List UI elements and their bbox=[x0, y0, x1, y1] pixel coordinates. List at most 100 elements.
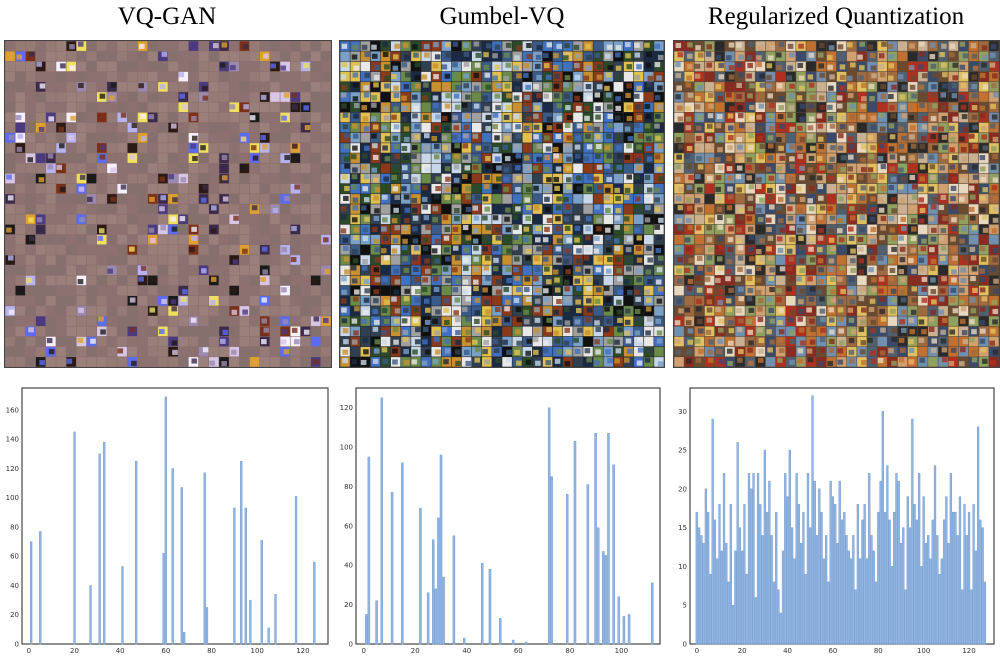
y-tick: 100 bbox=[340, 444, 353, 452]
histogram-bar bbox=[607, 433, 610, 645]
histogram-bar bbox=[722, 473, 726, 645]
usage-histogram-vqgan: 0 20 40 60 80 100 120 0 20 40 60 80 100 120 140 160 bbox=[6, 386, 330, 656]
x-tick: 100 bbox=[917, 647, 930, 655]
histogram-bar bbox=[182, 632, 186, 645]
histogram-bar bbox=[883, 511, 887, 645]
histogram-bar bbox=[462, 637, 466, 645]
histogram-bar bbox=[770, 535, 773, 645]
y-tick: 60 bbox=[344, 522, 353, 530]
codebook-mosaic-gumbel-vq bbox=[339, 40, 665, 368]
histogram-bar bbox=[938, 573, 941, 645]
histogram-svg: 0 20 40 60 80 100 120 0 5 10 15 20 25 30 bbox=[678, 387, 995, 655]
histogram-bar bbox=[936, 535, 939, 645]
histogram-bar bbox=[942, 519, 946, 645]
histogram-bar bbox=[888, 519, 891, 645]
histogram-bar bbox=[367, 456, 371, 645]
histogram-bar bbox=[929, 558, 932, 645]
histogram-bar bbox=[845, 535, 848, 645]
histogram-bar bbox=[747, 473, 751, 645]
histogram-bar bbox=[390, 492, 394, 645]
x-tick: 20 bbox=[411, 647, 420, 655]
histogram-bar bbox=[931, 519, 934, 645]
x-tick: 20 bbox=[738, 647, 747, 655]
histogram-bar bbox=[915, 519, 918, 645]
histogram-bar bbox=[854, 589, 857, 645]
histogram-bar bbox=[779, 612, 782, 645]
histogram-bar bbox=[596, 527, 600, 645]
histogram-bar bbox=[267, 627, 270, 645]
histogram-bar bbox=[795, 473, 798, 645]
histogram-bar bbox=[949, 473, 953, 645]
histogram-bar bbox=[970, 589, 973, 645]
histogram-bar bbox=[720, 550, 723, 645]
histogram-bar bbox=[824, 535, 828, 645]
histogram-bar bbox=[135, 460, 138, 645]
histogram-bar bbox=[704, 488, 708, 645]
codebook-mosaic-image bbox=[674, 41, 999, 367]
histogram-bar bbox=[729, 504, 732, 645]
histogram-bar bbox=[375, 600, 378, 645]
x-tick: 80 bbox=[565, 647, 574, 655]
histogram-bar bbox=[725, 542, 728, 645]
histogram-bar bbox=[39, 531, 42, 645]
y-tick: 40 bbox=[344, 562, 353, 570]
x-tick: 120 bbox=[296, 647, 309, 655]
histogram-bar bbox=[759, 504, 762, 645]
histogram-bar bbox=[718, 504, 721, 645]
histogram-bar bbox=[800, 542, 803, 645]
codebook-mosaic-image bbox=[340, 41, 664, 367]
histogram-bar bbox=[981, 527, 984, 645]
y-tick: 0 bbox=[15, 641, 19, 649]
histogram-bar bbox=[920, 566, 923, 645]
x-tick: 120 bbox=[962, 647, 975, 655]
histogram-bar bbox=[524, 641, 528, 645]
histogram-bar bbox=[565, 494, 569, 645]
x-tick: 40 bbox=[462, 647, 471, 655]
x-tick: 100 bbox=[251, 647, 264, 655]
y-tick: 40 bbox=[10, 582, 19, 590]
histogram-bar bbox=[768, 480, 771, 645]
histogram-bar bbox=[886, 465, 889, 645]
histogram-bar bbox=[426, 592, 430, 645]
codebook-mosaic-image bbox=[5, 41, 331, 367]
histogram-bar bbox=[865, 558, 869, 645]
histogram-bar bbox=[893, 511, 896, 645]
histogram-bar bbox=[788, 449, 791, 645]
x-tick: 20 bbox=[70, 647, 79, 655]
panel-title-vqgan: VQ-GAN bbox=[117, 3, 217, 30]
x-tick: 60 bbox=[161, 647, 170, 655]
histogram-bar bbox=[924, 542, 928, 645]
histogram-bar bbox=[511, 639, 515, 645]
histogram-bar bbox=[741, 550, 744, 645]
y-tick: 160 bbox=[6, 406, 19, 414]
histogram-bar bbox=[697, 527, 701, 645]
histogram-bar bbox=[897, 480, 900, 645]
histogram-bar bbox=[786, 496, 789, 645]
histogram-bar bbox=[700, 535, 703, 645]
histogram-bar bbox=[594, 433, 597, 645]
x-tick: 40 bbox=[116, 647, 125, 655]
histogram-bar bbox=[707, 511, 710, 645]
histogram-bar bbox=[945, 496, 948, 645]
y-tick: 0 bbox=[683, 641, 687, 649]
histogram-bar bbox=[434, 588, 438, 645]
histogram-bar bbox=[499, 618, 502, 645]
codebook-mosaic-vqgan bbox=[4, 40, 332, 368]
histogram-bar bbox=[809, 527, 812, 645]
histogram-bar bbox=[974, 550, 977, 645]
histogram-bar bbox=[902, 527, 905, 645]
histogram-bar bbox=[911, 418, 914, 645]
histogram-bar bbox=[738, 527, 742, 645]
histogram-bar bbox=[604, 555, 608, 645]
histogram-bar bbox=[895, 473, 898, 645]
histogram-bar bbox=[834, 504, 837, 645]
histogram-bar bbox=[922, 496, 925, 645]
histogram-bar bbox=[933, 465, 937, 645]
histogram-bar bbox=[617, 596, 621, 645]
y-tick: 120 bbox=[6, 465, 19, 473]
histogram-bar bbox=[432, 539, 435, 645]
x-tick: 100 bbox=[615, 647, 628, 655]
histogram-bar bbox=[802, 511, 805, 645]
histogram-bar bbox=[401, 462, 404, 645]
histogram-bar bbox=[754, 597, 757, 645]
